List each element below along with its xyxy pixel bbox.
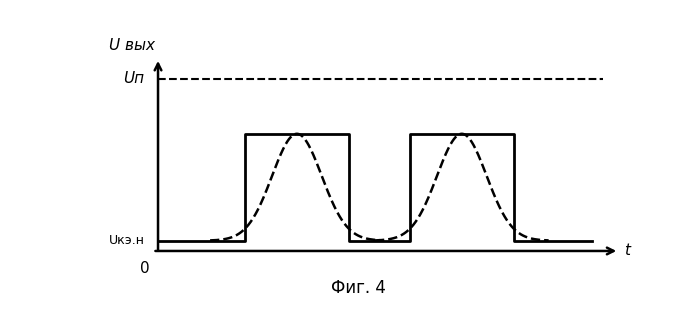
Text: Uп: Uп <box>123 71 144 86</box>
Text: 0: 0 <box>140 262 149 277</box>
Text: U вых: U вых <box>109 38 155 53</box>
Text: Uкэ.н: Uкэ.н <box>108 234 144 247</box>
Text: Фиг. 4: Фиг. 4 <box>331 279 386 297</box>
Text: t: t <box>624 243 630 259</box>
